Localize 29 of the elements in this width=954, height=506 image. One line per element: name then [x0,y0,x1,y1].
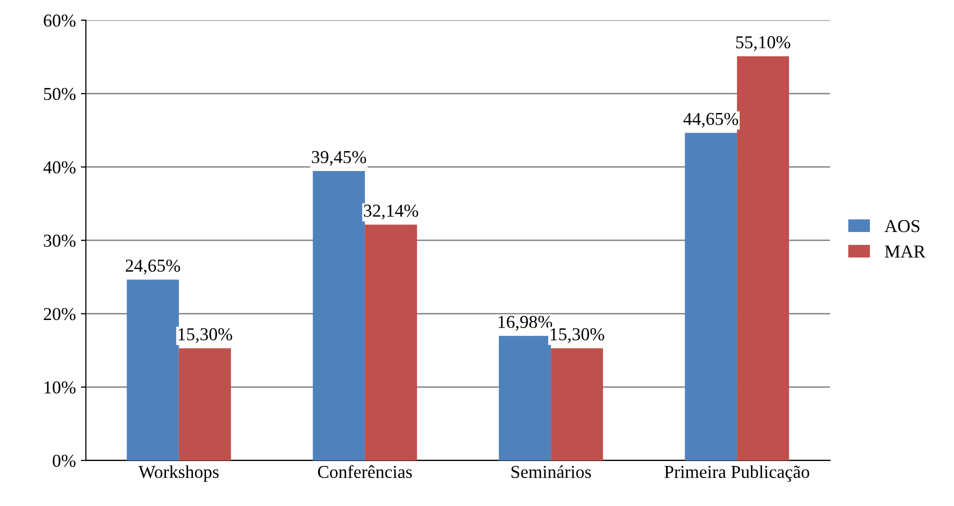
data-label: 16,98% [498,316,552,331]
bar [126,280,179,460]
legend-label: MAR [884,246,926,258]
bar [498,336,551,460]
data-label: 55,10% [736,36,790,51]
bar [736,56,790,460]
x-tick-label: Conferências [318,465,412,478]
x-tick-label: Primeira Publicação [664,465,810,482]
y-tick-label: 50% [44,88,76,100]
y-tick-label: 40% [43,161,76,174]
y-tick-label: 20% [44,308,76,320]
data-label: 39,45% [312,150,366,166]
bar [364,224,417,460]
y-tick-label: 60% [44,14,76,27]
y-tick-label: 10% [44,381,76,394]
bar [312,171,365,460]
x-tick-label: Workshops [138,465,219,482]
data-label: 32,14% [364,204,418,220]
bar [178,348,231,460]
y-tick-label: 0% [52,454,76,467]
bar [550,348,604,460]
data-label: 24,65% [126,260,180,274]
y-tick-label: 30% [44,234,76,247]
data-label: 15,30% [178,328,232,343]
x-tick-label: Seminários [512,465,591,478]
legend-label: AOS [884,220,920,232]
data-label: 44,65% [683,112,738,128]
data-label: 15,30% [550,328,604,343]
bar [684,132,737,460]
